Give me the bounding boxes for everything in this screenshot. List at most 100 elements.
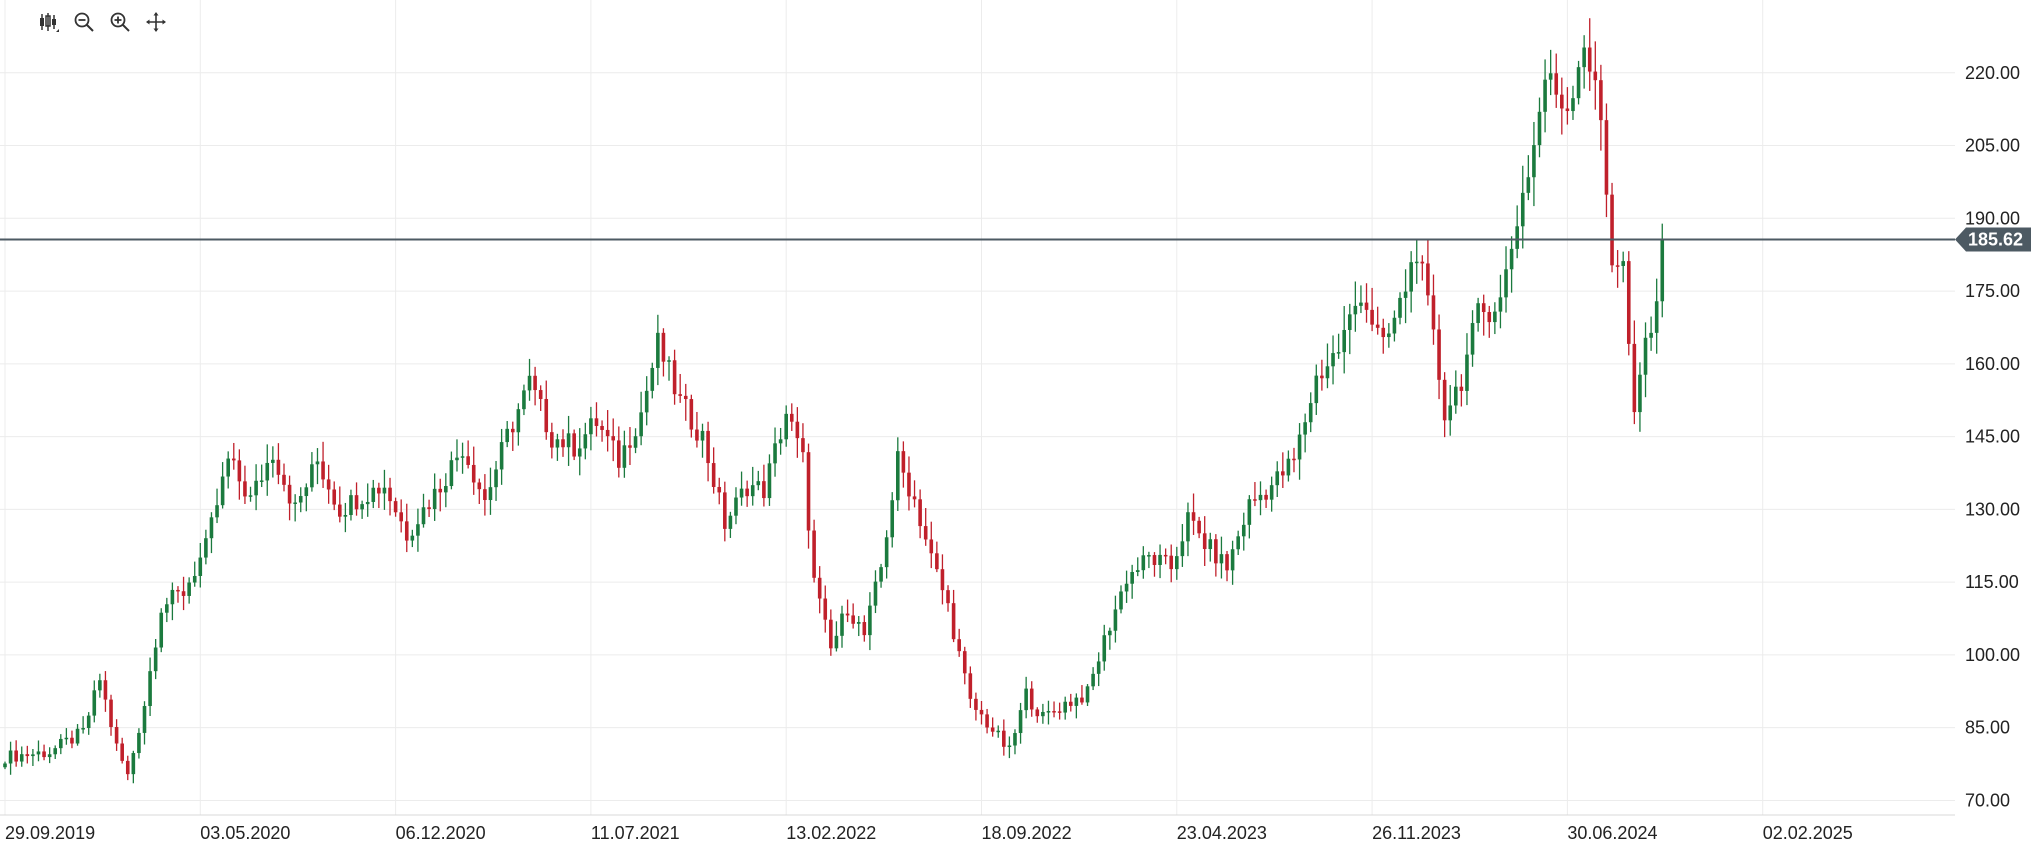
candle-body bbox=[1029, 688, 1034, 710]
candle bbox=[896, 437, 900, 511]
candle-body bbox=[31, 754, 35, 757]
candle-body bbox=[1130, 571, 1134, 584]
candle-body bbox=[1091, 673, 1095, 687]
candle-body bbox=[298, 496, 303, 503]
candle bbox=[522, 384, 526, 416]
candle-body bbox=[1169, 555, 1174, 570]
candle bbox=[1610, 182, 1614, 273]
candle bbox=[1052, 701, 1056, 718]
candle bbox=[354, 482, 359, 516]
candle-body bbox=[1582, 47, 1586, 68]
candle bbox=[1046, 700, 1051, 725]
candle-body bbox=[499, 442, 504, 470]
candle-body bbox=[421, 507, 426, 525]
candle-body bbox=[667, 360, 671, 362]
candle bbox=[477, 478, 482, 505]
candle-body bbox=[1610, 194, 1614, 266]
candle bbox=[226, 451, 230, 489]
candle-body bbox=[349, 495, 353, 516]
candlestick-type-icon[interactable] bbox=[34, 8, 62, 36]
candle-body bbox=[109, 699, 113, 728]
candle-body bbox=[1654, 301, 1659, 333]
candle bbox=[834, 621, 839, 652]
candle-body bbox=[276, 459, 281, 475]
candle bbox=[929, 521, 934, 569]
candle bbox=[1359, 285, 1363, 314]
candle bbox=[1096, 652, 1101, 687]
candle bbox=[42, 744, 46, 761]
candle bbox=[1035, 707, 1040, 723]
candle-body bbox=[1041, 711, 1045, 717]
candle-body bbox=[1241, 524, 1246, 537]
candle-body bbox=[656, 332, 660, 368]
zoom-out-icon[interactable] bbox=[70, 8, 98, 36]
candle-body bbox=[165, 604, 169, 613]
pan-icon[interactable] bbox=[142, 8, 170, 36]
candle-body bbox=[990, 727, 995, 732]
candle-body bbox=[70, 737, 74, 744]
candle bbox=[1080, 685, 1084, 705]
candle bbox=[728, 511, 733, 538]
candle bbox=[817, 566, 822, 614]
candle bbox=[1526, 155, 1531, 201]
candle-body bbox=[215, 505, 219, 518]
y-tick-label: 145.00 bbox=[1965, 427, 2020, 447]
candle bbox=[25, 745, 30, 764]
candle bbox=[1454, 370, 1458, 414]
candle bbox=[840, 605, 844, 648]
candle bbox=[868, 592, 872, 651]
candle-body bbox=[192, 575, 197, 583]
candle-body bbox=[455, 457, 459, 461]
candle bbox=[198, 542, 203, 588]
candle bbox=[1247, 495, 1252, 539]
candle bbox=[1649, 316, 1653, 351]
candle bbox=[220, 462, 225, 509]
candle-body bbox=[767, 463, 772, 499]
candle-body bbox=[1448, 405, 1453, 421]
candle bbox=[706, 421, 710, 482]
candle bbox=[1180, 524, 1185, 567]
candle-body bbox=[1258, 494, 1263, 501]
candle bbox=[1331, 335, 1335, 385]
candle bbox=[510, 421, 515, 451]
candle bbox=[1587, 18, 1592, 91]
candle-body bbox=[1493, 311, 1497, 323]
candle bbox=[254, 464, 258, 511]
candle-body bbox=[784, 413, 788, 440]
candle bbox=[165, 597, 169, 623]
zoom-in-icon[interactable] bbox=[106, 8, 134, 36]
candle bbox=[1102, 624, 1107, 671]
y-tick-label: 205.00 bbox=[1965, 136, 2020, 156]
candle-body bbox=[14, 750, 18, 762]
candle bbox=[1029, 681, 1034, 717]
candle-body bbox=[840, 613, 844, 636]
candle-body bbox=[907, 472, 911, 497]
candle bbox=[1286, 450, 1291, 482]
candle-body bbox=[1180, 541, 1185, 557]
candle bbox=[31, 749, 35, 767]
candle-body bbox=[125, 760, 130, 775]
candle bbox=[1057, 702, 1062, 720]
axis-labels: 70.00 85.00 100.00 115.00 130.00 145.00 160.00… bbox=[5, 63, 2020, 843]
candle-body bbox=[8, 750, 13, 764]
candle-body bbox=[1085, 686, 1090, 703]
candle-body bbox=[856, 622, 861, 624]
candle bbox=[1024, 676, 1028, 719]
candle bbox=[276, 443, 281, 485]
x-tick-label: 02.02.2025 bbox=[1763, 823, 1853, 842]
candle bbox=[600, 420, 604, 442]
candle bbox=[349, 489, 353, 521]
candle bbox=[778, 427, 783, 455]
candle bbox=[170, 582, 175, 621]
candle bbox=[1565, 87, 1570, 125]
candle bbox=[499, 428, 504, 485]
candle bbox=[1018, 702, 1023, 744]
candle bbox=[1548, 49, 1553, 96]
candle bbox=[209, 512, 214, 554]
candle-body bbox=[622, 445, 627, 468]
candle-body bbox=[901, 451, 906, 473]
candle-body bbox=[1096, 661, 1101, 674]
candle bbox=[1370, 287, 1374, 332]
